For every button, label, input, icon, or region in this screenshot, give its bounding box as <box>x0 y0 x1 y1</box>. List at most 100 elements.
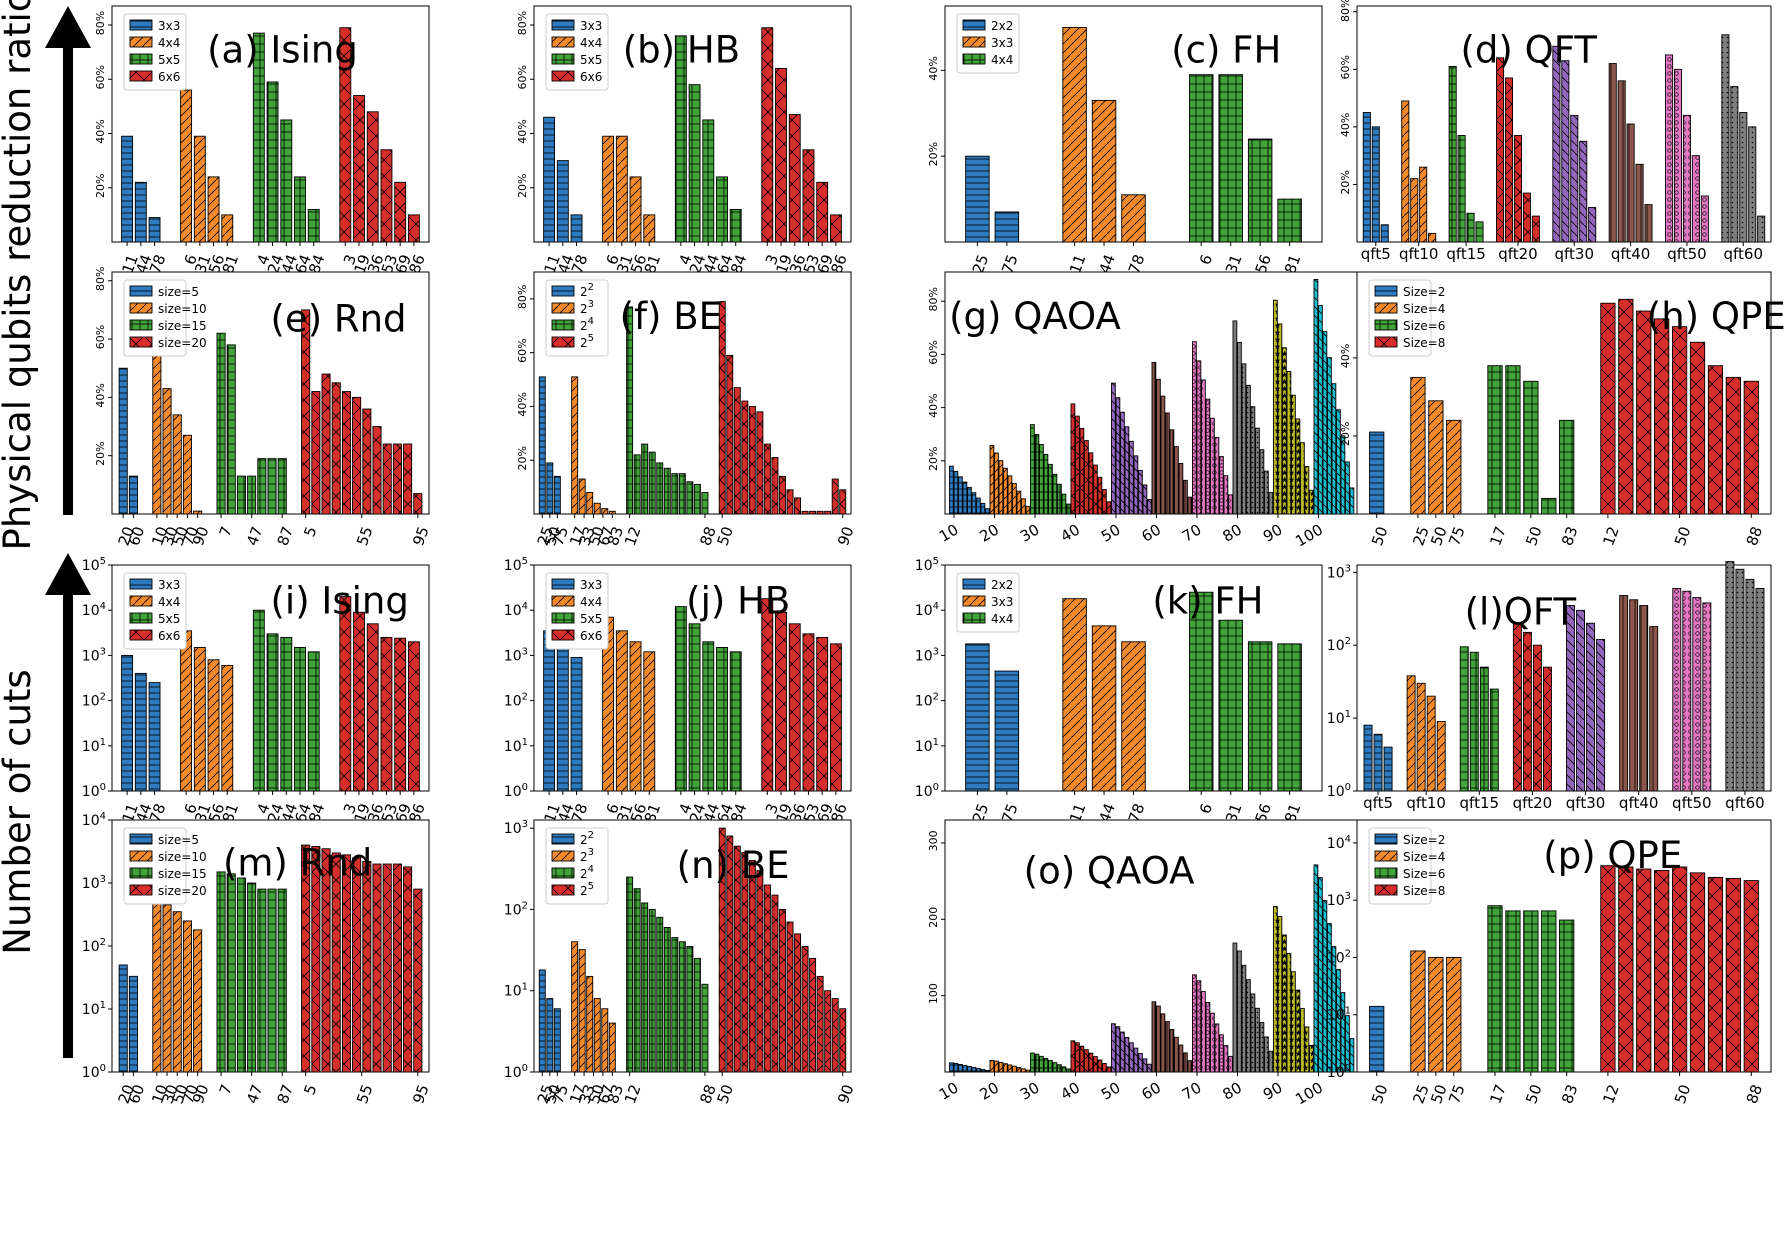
bar-g-9-2-hatch <box>1322 331 1328 515</box>
xtick-label: qft10 <box>1399 245 1439 263</box>
xtick-label: 86 <box>405 252 428 276</box>
bar-a-2-2-hatch <box>280 119 293 243</box>
bar-o-8-5-hatch <box>1295 989 1301 1073</box>
bar-g-4-8-hatch <box>1147 499 1152 515</box>
bar-h-3-3-hatch <box>1654 318 1670 515</box>
ytick-label: 80% <box>94 267 107 291</box>
legend-swatch-3-hatch <box>129 884 153 896</box>
bar-j-2-4-hatch <box>729 651 742 792</box>
bar-g-7-0-hatch <box>1232 320 1238 515</box>
bar-j-2-2-hatch <box>702 641 715 792</box>
legend-swatch-3-hatch <box>551 884 575 896</box>
xtick-label: 90 <box>834 1082 857 1106</box>
bar-d-4-1-hatch <box>1561 60 1570 243</box>
legend-swatch-3-hatch <box>551 70 575 82</box>
legend-swatch-3-hatch <box>129 629 153 641</box>
xtick-label: 56 <box>1252 252 1275 276</box>
bar-p-1-0-hatch <box>1410 950 1426 1073</box>
bar-o-8-8-hatch <box>1309 1044 1314 1073</box>
bar-b-2-3-hatch <box>716 176 728 243</box>
bar-o-8-3-hatch <box>1286 952 1292 1073</box>
bar-g-1-3-hatch <box>1003 467 1008 515</box>
legend-swatch-2-hatch <box>551 867 575 879</box>
bar-p-0-0-hatch <box>1369 1005 1385 1073</box>
xtick-label: 60 <box>1139 521 1165 546</box>
bar-e-3-9-hatch <box>392 443 402 515</box>
bar-m-2-6-hatch <box>277 888 287 1073</box>
xtick-label: 81 <box>219 801 242 825</box>
bar-o-2-6-hatch <box>1057 1064 1062 1073</box>
ytick-label: 100 <box>504 782 528 800</box>
xtick-label: 67 <box>594 524 617 548</box>
xtick-label: 53 <box>378 801 401 825</box>
xtick-label: 64 <box>713 252 736 276</box>
bar-f-2-3-hatch <box>648 451 656 515</box>
bar-m-2-4-hatch <box>257 888 267 1073</box>
plot-area-l <box>1356 564 1772 792</box>
bar-d-5-2-hatch <box>1626 123 1635 243</box>
bar-g-9-6-hatch <box>1340 435 1346 515</box>
ytick-label: 100 <box>504 1063 528 1081</box>
bar-p-2-1-hatch <box>1505 910 1521 1073</box>
bar-n-2-1-hatch <box>633 888 641 1073</box>
bar-o-4-2-hatch <box>1120 1031 1125 1073</box>
ytick-label: 104 <box>82 811 106 829</box>
legend-label: 2x2 <box>991 19 1013 33</box>
bar-g-1-7-hatch <box>1021 498 1026 515</box>
bar-g-9-7-hatch <box>1345 461 1350 515</box>
legend-swatch-1-hatch <box>962 595 986 607</box>
bar-o-7-1-hatch <box>1237 950 1242 1073</box>
bar-g-2-2-hatch <box>1039 444 1044 515</box>
bar-e-3-2-hatch <box>321 373 331 515</box>
legend-swatch-0-hatch <box>129 285 153 297</box>
xtick-label: 64 <box>291 252 314 276</box>
xtick-label: 90 <box>189 1082 212 1106</box>
ytick-label: 80% <box>927 287 940 311</box>
legend-label: size=5 <box>158 285 199 299</box>
bar-e-3-10-hatch <box>403 443 413 515</box>
bar-g-9-1-hatch <box>1318 305 1323 515</box>
bar-n-2-9-hatch <box>693 957 701 1073</box>
legend-label: 3x3 <box>580 578 602 592</box>
xtick-label: 5 <box>300 524 320 539</box>
xtick-label: 50 <box>714 1082 737 1106</box>
bar-n-2-10-hatch <box>701 983 709 1073</box>
xtick-label: 86 <box>405 801 428 825</box>
legend-swatch-1-hatch <box>1374 850 1398 862</box>
bar-l-3-3-hatch <box>1543 666 1552 792</box>
xtick-label: 55 <box>353 1082 376 1106</box>
bar-e-3-6-hatch <box>362 408 372 515</box>
bar-f-1-5-hatch <box>608 510 616 515</box>
bar-g-8-8-hatch <box>1309 489 1314 515</box>
bar-e-2-2-hatch <box>236 475 246 515</box>
bar-l-6-2-hatch <box>1692 597 1702 792</box>
panel-d: 20% 40% 60% 80% qft5 qft10 qft15 qft20 qft30 qft4… <box>1339 0 1772 263</box>
bar-h-3-6-hatch <box>1707 365 1724 515</box>
legend-swatch-1-hatch <box>962 36 986 48</box>
bar-g-7-4-hatch <box>1250 406 1256 515</box>
legend-k: 2x2 3x3 4x4 <box>956 572 1020 633</box>
legend-swatch-0-hatch <box>551 578 575 590</box>
ytick-label: 60% <box>94 65 107 89</box>
bar-m-2-1-hatch <box>226 873 236 1073</box>
bar-c-2-1-hatch <box>1218 74 1243 243</box>
xtick-label: 56 <box>205 801 228 825</box>
bar-n-1-5-hatch <box>608 1022 616 1073</box>
bar-f-2-9-hatch <box>693 483 701 515</box>
xtick-label: 88 <box>696 1082 719 1106</box>
bar-o-0-7-hatch <box>980 1069 986 1073</box>
bar-h-2-2-hatch <box>1523 380 1539 515</box>
bar-n-1-2-hatch <box>586 975 594 1073</box>
bar-h-3-0-hatch <box>1600 302 1616 515</box>
bar-g-4-7-hatch <box>1142 484 1148 515</box>
ytick-label: 200 <box>927 907 940 928</box>
xtick-label: 50 <box>585 1082 608 1106</box>
bar-g-6-5-hatch <box>1214 436 1220 515</box>
xtick-label: 50 <box>169 1082 192 1106</box>
bar-o-3-3-hatch <box>1084 1049 1089 1073</box>
xtick-label: 11 <box>540 252 563 276</box>
ytick-label: 40% <box>1339 113 1352 137</box>
xtick-label: 75 <box>1445 1082 1468 1106</box>
bar-i-1-3-hatch <box>221 664 234 792</box>
bar-g-6-2-hatch <box>1201 379 1206 515</box>
